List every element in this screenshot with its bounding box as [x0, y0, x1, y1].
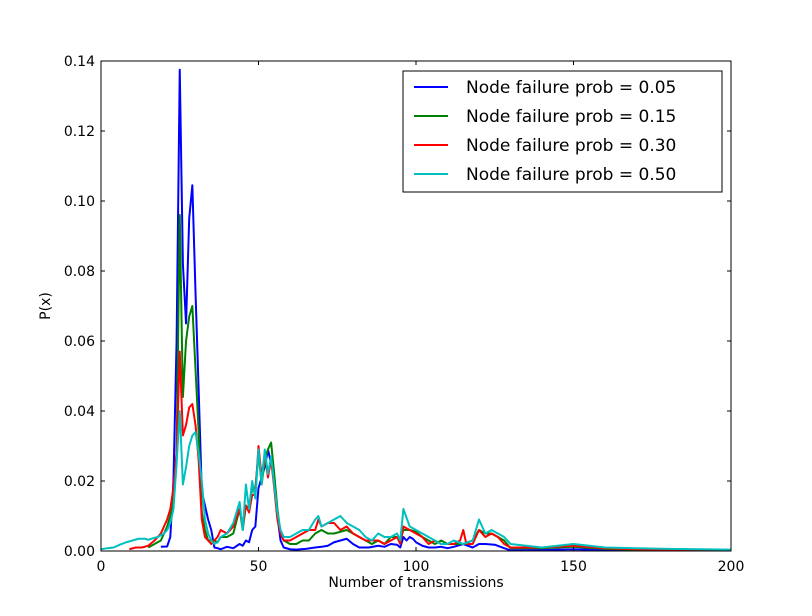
x-tick-label: 0 [97, 559, 106, 575]
legend-entry: Node failure prob = 0.15 [466, 107, 676, 127]
x-axis-label: Number of transmissions [328, 575, 503, 591]
legend-box [402, 70, 723, 193]
y-tick-label: 0.00 [64, 544, 95, 560]
series-layer [100, 68, 732, 552]
x-tick-label: 100 [403, 559, 430, 575]
y-tick-label: 0.02 [64, 474, 95, 490]
y-tick-label: 0.14 [64, 54, 95, 70]
y-tick-label: 0.10 [64, 194, 95, 210]
y-tick-label: 0.08 [64, 264, 95, 280]
y-tick-label: 0.06 [64, 334, 95, 350]
y-tick-label: 0.12 [64, 124, 95, 140]
legend: Node failure prob = 0.05 Node failure pro… [402, 70, 723, 193]
x-axis-ticks: 0 50 100 150 200 [97, 61, 745, 575]
legend-entry: Node failure prob = 0.30 [466, 136, 676, 156]
legend-entry: Node failure prob = 0.05 [466, 78, 676, 98]
x-tick-label: 150 [560, 559, 587, 575]
x-tick-label: 200 [718, 559, 745, 575]
y-axis-label: P(x) [38, 292, 54, 320]
legend-entry: Node failure prob = 0.50 [466, 165, 676, 185]
y-axis-ticks: 0.00 0.02 0.04 0.06 0.08 0.10 0.12 0.14 [64, 54, 731, 560]
x-tick-label: 50 [250, 559, 268, 575]
series-line-4 [100, 410, 732, 551]
series-line-3 [129, 350, 732, 551]
y-tick-label: 0.04 [64, 404, 95, 420]
